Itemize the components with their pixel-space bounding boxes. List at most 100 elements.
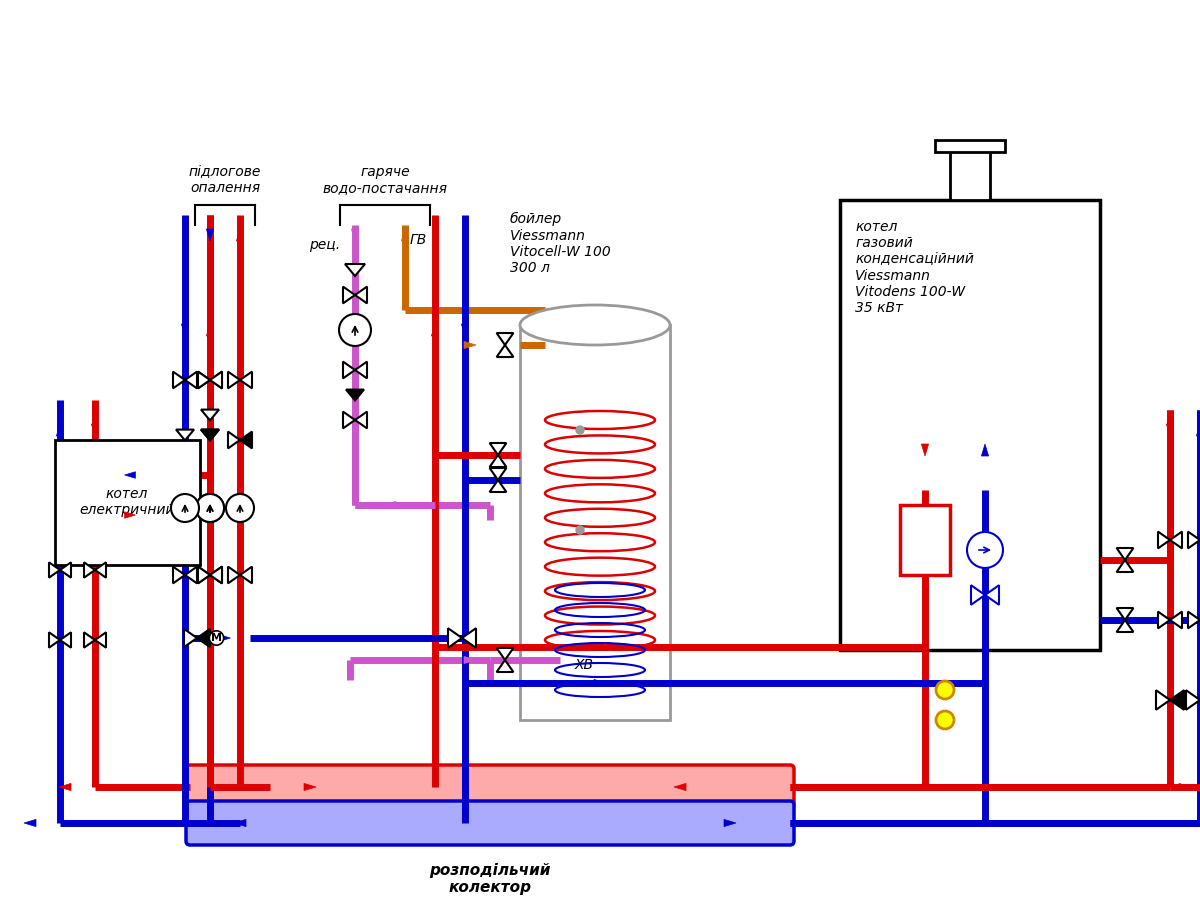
Polygon shape xyxy=(91,424,98,436)
Polygon shape xyxy=(594,679,606,686)
Circle shape xyxy=(196,494,224,522)
Polygon shape xyxy=(490,480,506,492)
Polygon shape xyxy=(206,324,214,336)
Polygon shape xyxy=(352,229,359,241)
Polygon shape xyxy=(346,264,365,276)
Polygon shape xyxy=(355,287,367,303)
Polygon shape xyxy=(210,567,222,584)
Polygon shape xyxy=(1170,531,1182,549)
Polygon shape xyxy=(1116,608,1134,620)
Polygon shape xyxy=(304,783,316,790)
Polygon shape xyxy=(234,820,246,826)
Polygon shape xyxy=(184,629,197,647)
Polygon shape xyxy=(56,424,64,436)
Polygon shape xyxy=(185,371,197,389)
Polygon shape xyxy=(240,432,252,448)
Polygon shape xyxy=(198,567,210,584)
Polygon shape xyxy=(84,632,95,648)
Polygon shape xyxy=(355,412,367,428)
Polygon shape xyxy=(198,371,210,389)
Polygon shape xyxy=(394,502,406,508)
Polygon shape xyxy=(84,562,95,578)
Polygon shape xyxy=(95,632,106,648)
FancyBboxPatch shape xyxy=(186,801,794,845)
Polygon shape xyxy=(49,562,60,578)
Bar xyxy=(950,150,990,200)
Polygon shape xyxy=(448,629,462,648)
Ellipse shape xyxy=(520,305,670,345)
Circle shape xyxy=(172,494,199,522)
Bar xyxy=(520,325,670,720)
Polygon shape xyxy=(497,660,514,672)
Polygon shape xyxy=(1170,612,1182,629)
Polygon shape xyxy=(490,468,506,480)
Polygon shape xyxy=(343,412,355,428)
FancyBboxPatch shape xyxy=(55,440,200,565)
Polygon shape xyxy=(1116,548,1134,560)
FancyBboxPatch shape xyxy=(186,765,794,809)
Circle shape xyxy=(196,494,224,522)
Polygon shape xyxy=(1188,612,1200,629)
Polygon shape xyxy=(95,562,106,578)
Polygon shape xyxy=(497,345,514,357)
Polygon shape xyxy=(985,585,998,605)
Circle shape xyxy=(340,314,371,346)
Polygon shape xyxy=(228,567,240,584)
Polygon shape xyxy=(594,643,606,651)
Polygon shape xyxy=(185,567,197,584)
Polygon shape xyxy=(462,629,476,648)
Text: підлогове
опалення: підлогове опалення xyxy=(188,165,262,195)
Polygon shape xyxy=(202,429,220,440)
Polygon shape xyxy=(484,476,496,483)
Text: гаряче
водо-постачання: гаряче водо-постачання xyxy=(323,165,448,195)
Polygon shape xyxy=(464,656,476,664)
Text: розподільчий
колектор: розподільчий колектор xyxy=(430,863,551,895)
Polygon shape xyxy=(125,471,136,478)
Polygon shape xyxy=(724,820,736,826)
Polygon shape xyxy=(1158,612,1170,629)
Polygon shape xyxy=(228,371,240,389)
Polygon shape xyxy=(197,629,210,647)
Text: котел
газовий
конденсаційний
Viessmann
Vitodens 100-W
35 кВт: котел газовий конденсаційний Viessmann V… xyxy=(854,220,974,315)
Polygon shape xyxy=(1116,620,1134,632)
Polygon shape xyxy=(490,443,506,455)
Polygon shape xyxy=(198,567,210,584)
Polygon shape xyxy=(1196,424,1200,436)
Circle shape xyxy=(576,526,584,534)
Polygon shape xyxy=(401,229,408,241)
Polygon shape xyxy=(971,585,985,605)
Polygon shape xyxy=(484,451,496,459)
Polygon shape xyxy=(210,567,222,584)
Circle shape xyxy=(226,494,254,522)
Polygon shape xyxy=(181,324,188,336)
Polygon shape xyxy=(1186,690,1200,709)
Polygon shape xyxy=(497,333,514,345)
Circle shape xyxy=(576,426,584,434)
Polygon shape xyxy=(173,371,185,389)
Polygon shape xyxy=(125,512,136,518)
Polygon shape xyxy=(674,783,686,790)
Polygon shape xyxy=(343,287,355,303)
Polygon shape xyxy=(176,429,194,440)
Polygon shape xyxy=(202,429,220,440)
Polygon shape xyxy=(432,324,439,336)
Polygon shape xyxy=(490,455,506,467)
Polygon shape xyxy=(24,820,36,826)
Polygon shape xyxy=(1156,690,1170,709)
Polygon shape xyxy=(49,632,60,648)
Text: M: M xyxy=(211,633,222,643)
FancyBboxPatch shape xyxy=(840,200,1100,650)
Text: рец.: рец. xyxy=(308,238,340,252)
Polygon shape xyxy=(198,371,210,389)
Polygon shape xyxy=(210,371,222,389)
Polygon shape xyxy=(60,632,71,648)
Text: ГВ: ГВ xyxy=(410,233,427,247)
Polygon shape xyxy=(236,229,244,241)
Polygon shape xyxy=(1170,690,1184,709)
Circle shape xyxy=(936,711,954,729)
Polygon shape xyxy=(202,410,220,420)
Polygon shape xyxy=(228,432,240,448)
Polygon shape xyxy=(1188,531,1200,549)
Polygon shape xyxy=(1166,424,1174,436)
Polygon shape xyxy=(922,444,929,456)
